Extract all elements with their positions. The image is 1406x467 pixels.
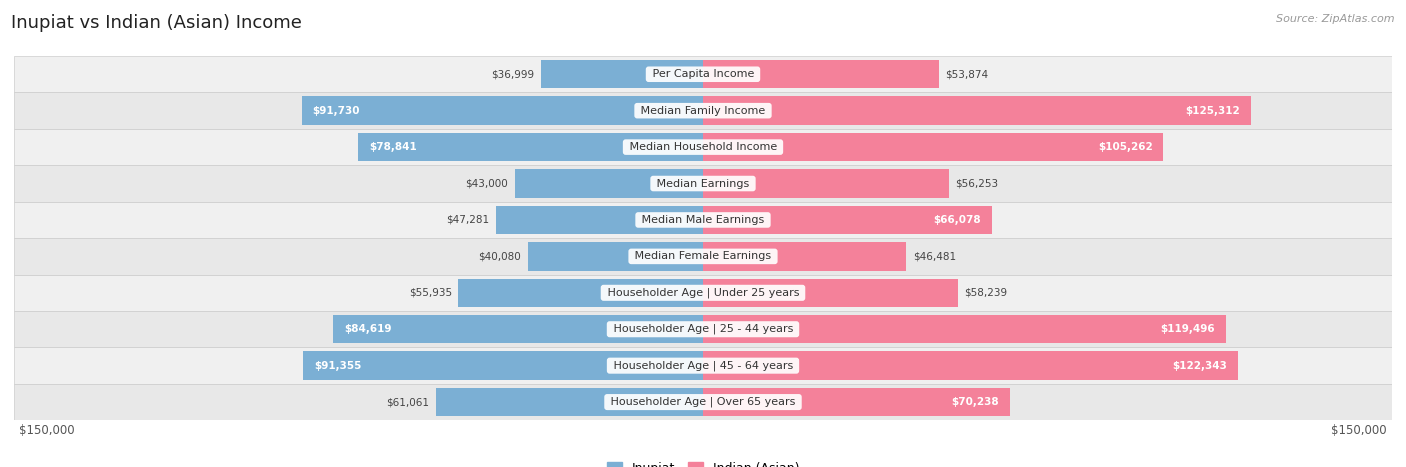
- Text: Median Earnings: Median Earnings: [654, 178, 752, 189]
- Text: $125,312: $125,312: [1185, 106, 1240, 116]
- Text: $56,253: $56,253: [956, 178, 998, 189]
- Bar: [14, 56, 1392, 92]
- Text: $47,281: $47,281: [447, 215, 489, 225]
- Bar: [703, 97, 1251, 125]
- Bar: [458, 279, 703, 307]
- Bar: [333, 315, 703, 343]
- Text: $66,078: $66,078: [934, 215, 981, 225]
- Text: $43,000: $43,000: [465, 178, 509, 189]
- Bar: [14, 275, 1392, 311]
- Bar: [436, 388, 703, 416]
- Text: $40,080: $40,080: [478, 251, 522, 262]
- Text: $46,481: $46,481: [912, 251, 956, 262]
- Legend: Inupiat, Indian (Asian): Inupiat, Indian (Asian): [602, 457, 804, 467]
- Text: $84,619: $84,619: [344, 324, 391, 334]
- Text: $36,999: $36,999: [492, 69, 534, 79]
- Text: Householder Age | Over 65 years: Householder Age | Over 65 years: [607, 397, 799, 407]
- Text: $70,238: $70,238: [952, 397, 1000, 407]
- Bar: [703, 279, 957, 307]
- Bar: [302, 97, 703, 125]
- Bar: [304, 352, 703, 380]
- Bar: [496, 206, 703, 234]
- Text: $78,841: $78,841: [368, 142, 416, 152]
- Text: $105,262: $105,262: [1098, 142, 1153, 152]
- Text: Median Male Earnings: Median Male Earnings: [638, 215, 768, 225]
- Text: $61,061: $61,061: [387, 397, 429, 407]
- Text: Per Capita Income: Per Capita Income: [648, 69, 758, 79]
- Bar: [14, 311, 1392, 347]
- Bar: [14, 384, 1392, 420]
- Bar: [703, 133, 1163, 161]
- Bar: [703, 170, 949, 198]
- Bar: [703, 206, 993, 234]
- Bar: [14, 129, 1392, 165]
- Bar: [703, 60, 939, 88]
- Text: $122,343: $122,343: [1173, 361, 1227, 371]
- Bar: [14, 202, 1392, 238]
- Bar: [703, 315, 1226, 343]
- Bar: [14, 238, 1392, 275]
- Bar: [14, 347, 1392, 384]
- Bar: [541, 60, 703, 88]
- Bar: [359, 133, 703, 161]
- Bar: [703, 242, 907, 270]
- Bar: [14, 165, 1392, 202]
- Text: Householder Age | 45 - 64 years: Householder Age | 45 - 64 years: [610, 361, 796, 371]
- Text: Median Household Income: Median Household Income: [626, 142, 780, 152]
- Bar: [14, 92, 1392, 129]
- Text: Householder Age | Under 25 years: Householder Age | Under 25 years: [603, 288, 803, 298]
- Text: $53,874: $53,874: [945, 69, 988, 79]
- Text: Median Female Earnings: Median Female Earnings: [631, 251, 775, 262]
- Text: Median Family Income: Median Family Income: [637, 106, 769, 116]
- Bar: [703, 388, 1011, 416]
- Text: $119,496: $119,496: [1160, 324, 1215, 334]
- Bar: [515, 170, 703, 198]
- Bar: [527, 242, 703, 270]
- Text: Householder Age | 25 - 44 years: Householder Age | 25 - 44 years: [610, 324, 796, 334]
- Text: $58,239: $58,239: [965, 288, 1008, 298]
- Text: $55,935: $55,935: [409, 288, 451, 298]
- Text: Inupiat vs Indian (Asian) Income: Inupiat vs Indian (Asian) Income: [11, 14, 302, 32]
- Bar: [703, 352, 1239, 380]
- Text: $91,730: $91,730: [312, 106, 360, 116]
- Text: $91,355: $91,355: [315, 361, 361, 371]
- Text: Source: ZipAtlas.com: Source: ZipAtlas.com: [1277, 14, 1395, 24]
